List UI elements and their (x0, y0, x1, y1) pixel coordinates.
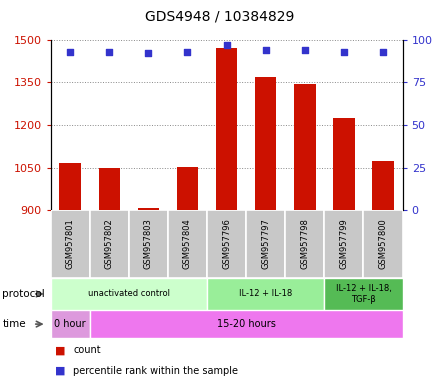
Text: GSM957799: GSM957799 (339, 218, 348, 270)
Text: percentile rank within the sample: percentile rank within the sample (73, 366, 238, 376)
Bar (285, 210, 324, 278)
Text: GSM957796: GSM957796 (222, 218, 231, 270)
Bar (90, 310, 403, 338)
Text: GSM957797: GSM957797 (261, 218, 270, 270)
Text: count: count (73, 345, 101, 355)
Point (106, 48, 113, 55)
Bar (372, 161, 394, 210)
Bar (246, 210, 285, 278)
Text: GSM957801: GSM957801 (66, 218, 75, 270)
Text: IL-12 + IL-18,
TGF-β: IL-12 + IL-18, TGF-β (336, 284, 392, 304)
Bar (255, 76, 276, 210)
Bar (363, 210, 403, 278)
Bar (168, 210, 207, 278)
Text: GDS4948 / 10384829: GDS4948 / 10384829 (145, 10, 295, 23)
Bar (207, 210, 246, 278)
Text: GSM957800: GSM957800 (378, 218, 388, 270)
Point (301, 47, 308, 53)
Text: ■: ■ (55, 345, 66, 355)
Bar (216, 48, 237, 210)
Text: GSM957798: GSM957798 (301, 218, 309, 270)
Point (380, 48, 387, 55)
Point (223, 41, 230, 48)
Bar (138, 208, 159, 210)
Point (341, 48, 348, 55)
Bar (90, 210, 129, 278)
Point (66, 48, 73, 55)
Text: time: time (2, 319, 26, 329)
Point (262, 47, 269, 53)
Point (145, 50, 152, 56)
Bar (333, 118, 355, 210)
Text: 15-20 hours: 15-20 hours (217, 319, 275, 329)
Bar (324, 210, 363, 278)
Text: GSM957803: GSM957803 (144, 218, 153, 270)
Bar (51, 278, 207, 310)
Bar (59, 164, 81, 210)
Text: IL-12 + IL-18: IL-12 + IL-18 (239, 290, 292, 298)
Bar (129, 210, 168, 278)
Bar (51, 310, 90, 338)
Bar (294, 84, 315, 210)
Bar (207, 278, 324, 310)
Text: unactivated control: unactivated control (88, 290, 170, 298)
Text: ■: ■ (55, 366, 66, 376)
Bar (324, 278, 403, 310)
Text: GSM957804: GSM957804 (183, 218, 192, 270)
Text: 0 hour: 0 hour (55, 319, 86, 329)
Bar (99, 168, 120, 210)
Bar (177, 167, 198, 210)
Point (184, 48, 191, 55)
Text: GSM957802: GSM957802 (105, 218, 114, 270)
Text: protocol: protocol (2, 289, 45, 299)
Bar (51, 210, 90, 278)
